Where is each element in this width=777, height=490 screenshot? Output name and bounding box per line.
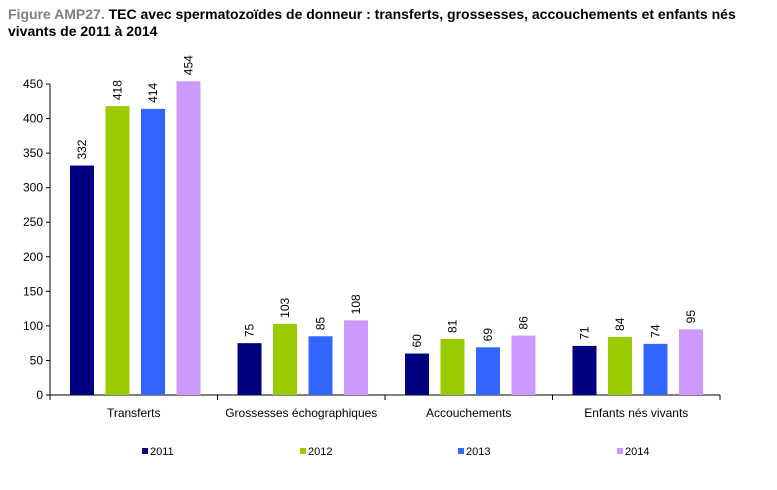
bar (105, 106, 130, 396)
legend-label: 2011 (150, 446, 174, 458)
bar (344, 320, 368, 395)
bar (643, 343, 668, 395)
data-label: 103 (278, 297, 292, 317)
bar (237, 343, 262, 395)
y-tick-label: 400 (23, 112, 43, 126)
bar (70, 165, 94, 395)
y-tick-label: 150 (23, 284, 43, 298)
legend-label: 2014 (625, 446, 649, 458)
bar (511, 335, 536, 395)
legend-swatch (617, 448, 623, 454)
y-tick-label: 250 (23, 215, 43, 229)
data-label: 454 (182, 55, 196, 75)
data-label: 332 (75, 139, 89, 159)
bar (476, 347, 500, 395)
x-category-label: Accouchements (426, 406, 511, 420)
data-label: 86 (517, 316, 531, 330)
data-label: 81 (446, 319, 460, 333)
bar (405, 353, 429, 395)
data-label: 84 (613, 317, 627, 331)
legend-swatch (458, 448, 464, 454)
data-label: 74 (649, 324, 663, 338)
data-label: 95 (684, 310, 698, 324)
legend-label: 2013 (466, 446, 490, 458)
bar (679, 329, 703, 395)
x-category-label: Grossesses échographiques (225, 406, 377, 420)
x-category-label: Enfants nés vivants (584, 406, 688, 420)
data-label: 108 (349, 294, 363, 314)
legend-swatch (142, 448, 148, 454)
bar (608, 336, 632, 395)
y-tick-label: 50 (30, 353, 44, 367)
legend-label: 2012 (308, 446, 332, 458)
y-tick-label: 300 (23, 181, 43, 195)
data-label: 414 (146, 83, 160, 103)
y-tick-label: 450 (23, 77, 43, 91)
data-label: 69 (481, 328, 495, 342)
data-label: 75 (243, 323, 257, 337)
y-tick-label: 0 (36, 388, 43, 402)
x-category-label: Transferts (107, 406, 161, 420)
data-label: 85 (314, 317, 328, 331)
y-tick-label: 200 (23, 250, 43, 264)
bar (176, 81, 201, 395)
bar (308, 336, 333, 395)
legend-swatch (300, 448, 306, 454)
figure-prefix: Figure AMP27. (8, 6, 105, 22)
bar (273, 323, 297, 395)
bar (141, 108, 165, 395)
figure-title: Figure AMP27. TEC avec spermatozoïdes de… (8, 6, 768, 40)
bar (572, 345, 597, 395)
bar (440, 339, 465, 395)
figure-title-text: TEC avec spermatozoïdes de donneur : tra… (8, 6, 736, 39)
data-label: 418 (111, 80, 125, 100)
data-label: 71 (578, 326, 592, 340)
y-tick-label: 350 (23, 146, 43, 160)
data-label: 60 (410, 334, 424, 348)
y-tick-label: 100 (23, 319, 43, 333)
